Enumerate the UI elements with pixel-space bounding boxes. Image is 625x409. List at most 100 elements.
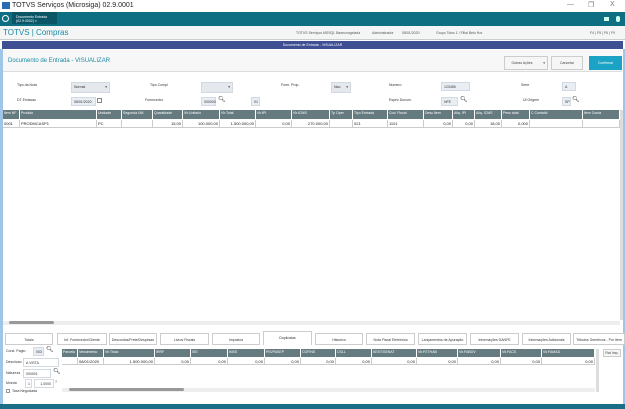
- app-tab-documento-entrada[interactable]: Documento Entrada (02.9.0002) ×: [12, 12, 57, 24]
- column-header[interactable]: Vencimento: [78, 349, 104, 357]
- column-header[interactable]: INSS: [228, 349, 265, 357]
- natureza-label: Natureza: [6, 371, 21, 375]
- minimize-button[interactable]: —: [567, 1, 574, 8]
- column-header[interactable]: Vlr.Titulo: [104, 349, 155, 357]
- numero-input[interactable]: 123456: [441, 82, 470, 91]
- fornecedor-input[interactable]: 000000: [201, 97, 216, 106]
- duplicatas-horizontal-scrollbar[interactable]: [62, 388, 595, 392]
- column-header[interactable]: Vlr.FAMAD: [542, 349, 595, 357]
- tab-historico[interactable]: Historico: [315, 333, 363, 345]
- fornecedor-loja-input[interactable]: 01: [251, 97, 260, 106]
- column-header[interactable]: Vlr.FETHAB: [417, 349, 458, 357]
- table-cell: [530, 120, 583, 127]
- column-header[interactable]: C Contabil: [530, 110, 583, 119]
- column-header[interactable]: Produto: [20, 110, 97, 119]
- table-row[interactable]: 08/01/2020 1.500.000,00 0,00 0,00 0,00 0,00 0,…: [62, 358, 595, 365]
- dialog-frame: [0, 49, 625, 406]
- column-header[interactable]: CSLL: [336, 349, 372, 357]
- column-header[interactable]: PIS/PASEP: [265, 349, 301, 357]
- column-header[interactable]: ISS: [191, 349, 228, 357]
- app-icon: [2, 2, 10, 9]
- tab-duplicatas[interactable]: Duplicatas: [263, 331, 312, 345]
- column-header[interactable]: Segunda UM: [122, 110, 153, 119]
- column-header[interactable]: Peso total: [502, 110, 530, 119]
- restore-button[interactable]: ❐: [588, 2, 595, 9]
- taxa-moeda-input[interactable]: 1,0000: [34, 379, 54, 388]
- help-icon[interactable]: [616, 16, 620, 22]
- table-cell: 1.500.000,00: [104, 358, 155, 364]
- app-bar: [0, 12, 625, 26]
- column-header[interactable]: COFINS: [301, 349, 336, 357]
- column-header[interactable]: Tipo Entrada: [353, 110, 388, 119]
- cond-pagto-input[interactable]: 003: [33, 347, 44, 356]
- column-header[interactable]: SEST/SENAT: [372, 349, 417, 357]
- search-icon[interactable]: 🔍︎: [53, 369, 61, 375]
- column-header[interactable]: Vlr.ICMS: [292, 110, 330, 119]
- tab-totais[interactable]: Totais: [5, 333, 53, 345]
- dialog-titlebar: Documento de Entrada - VISUALIZAR: [2, 41, 623, 49]
- tab-inf-fornecedor-cliente[interactable]: Inf. Fornecedor/Cliente: [57, 333, 107, 345]
- mail-icon[interactable]: [604, 17, 609, 21]
- tab-informacoes-danfe[interactable]: Informações DANFE: [470, 333, 519, 345]
- column-header[interactable]: Item NF: [3, 110, 20, 119]
- items-horizontal-scrollbar[interactable]: [3, 321, 620, 325]
- rat-imp-button[interactable]: Rat Imp.: [603, 349, 621, 357]
- column-header[interactable]: Tp Oper: [330, 110, 353, 119]
- search-icon[interactable]: 🔍︎: [460, 97, 468, 103]
- tab-lancamentos-de-apuracao[interactable]: Lançamentos de Apuração: [418, 333, 467, 345]
- tab-descontos-frete-despesas[interactable]: Descontos/Frete/Despesas: [109, 333, 157, 345]
- search-icon[interactable]: 🔍︎: [46, 347, 54, 353]
- header-user: Administrador: [372, 31, 394, 35]
- confirm-button[interactable]: Confirmar: [589, 56, 622, 70]
- tab-livros-fiscais[interactable]: Livros Fiscais: [160, 333, 209, 345]
- tipo-compl-select[interactable]: ▾: [201, 82, 233, 93]
- calendar-icon[interactable]: [97, 98, 102, 103]
- tab-impostos[interactable]: Impostos: [212, 333, 260, 345]
- tab-informacoes-adicionais[interactable]: Informações Adicionais: [522, 333, 571, 345]
- column-header[interactable]: Item Conta: [583, 110, 620, 119]
- table-row[interactable]: 0001 PRODMCASP1 PC 15,00 100.000,00 1.500.000…: [3, 120, 620, 128]
- tab-nota-fiscal-eletronica[interactable]: Nota Fiscal Eletrônica: [366, 333, 415, 345]
- serie-label: Serie: [521, 83, 530, 87]
- column-header[interactable]: Aliq. ICMS: [475, 110, 502, 119]
- column-header[interactable]: Quantidade: [153, 110, 183, 119]
- items-vertical-scrollbar[interactable]: [620, 110, 623, 320]
- column-header[interactable]: Vlr.Unitario: [183, 110, 220, 119]
- column-header[interactable]: Unidade: [97, 110, 122, 119]
- column-header[interactable]: Desc.Item: [424, 110, 453, 119]
- tab-tributos-genericos-por-item[interactable]: Tributos Genéricos - Por Item: [573, 333, 625, 345]
- header-date: 08/01/2020: [402, 31, 420, 35]
- column-header[interactable]: Vlr.Total: [220, 110, 256, 119]
- dt-emissao-input[interactable]: 08/01/2020: [71, 97, 96, 106]
- duplicatas-vertical-scrollbar[interactable]: [596, 349, 599, 392]
- column-header[interactable]: Aliq. IPI: [453, 110, 475, 119]
- column-header[interactable]: Vlr.FABOV: [458, 349, 501, 357]
- page-title: Documento de Entrada - VISUALIZAR: [8, 58, 111, 64]
- espec-docum-input[interactable]: NFE: [441, 97, 458, 106]
- tipo-nota-select[interactable]: Normal ▾: [71, 82, 110, 93]
- column-header[interactable]: IRRF: [155, 349, 191, 357]
- column-header[interactable]: Vlr.FACS: [501, 349, 542, 357]
- header-branch: Grupo Totvs 1 / Filial Belo Hor: [436, 31, 483, 35]
- table-cell: [62, 358, 78, 364]
- table-cell: 100.000,00: [183, 120, 220, 127]
- close-button[interactable]: X: [610, 1, 615, 8]
- search-icon[interactable]: 🔍︎: [572, 97, 580, 103]
- serie-input[interactable]: A: [562, 82, 576, 91]
- moeda-input[interactable]: 1: [25, 379, 32, 388]
- help-icon[interactable]: ?: [55, 380, 57, 384]
- other-actions-button[interactable]: Outras Ações ▾: [504, 56, 548, 70]
- totvs-logo-icon[interactable]: [2, 15, 9, 22]
- table-cell: 0,00: [458, 358, 501, 364]
- cancel-button[interactable]: Cancelar: [551, 56, 583, 70]
- search-icon[interactable]: 🔍︎: [218, 97, 226, 103]
- column-header[interactable]: Vlr.IPI: [256, 110, 292, 119]
- column-header[interactable]: Parcela: [62, 349, 78, 357]
- column-header[interactable]: Cod. Fiscal: [388, 110, 424, 119]
- form-prop-select[interactable]: Nao ▾: [331, 82, 351, 93]
- descricao-input[interactable]: A VISTA: [23, 358, 59, 367]
- table-cell: PC: [97, 120, 122, 127]
- uf-origem-input[interactable]: SP: [562, 97, 571, 106]
- natureza-input[interactable]: 000001: [23, 369, 51, 378]
- taxa-negociada-checkbox[interactable]: [6, 389, 10, 393]
